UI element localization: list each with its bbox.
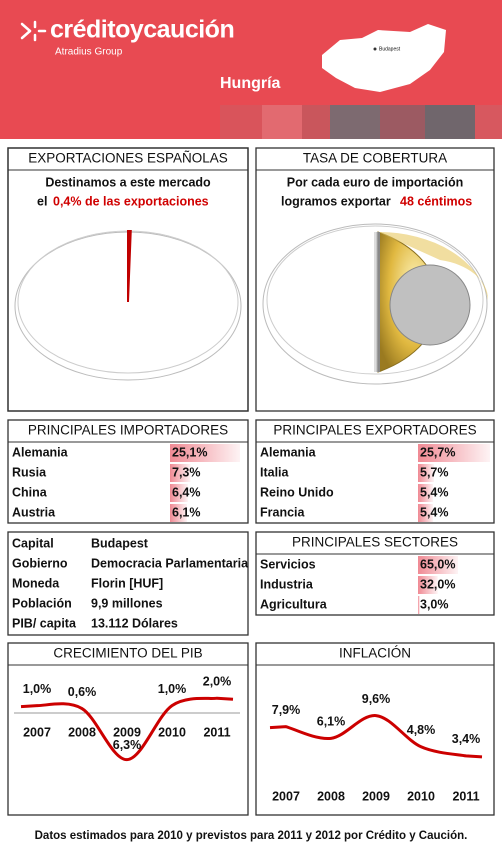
value-label: 1,0% [23, 682, 52, 696]
panel [7, 531, 249, 636]
capital-marker: Budapest [379, 46, 401, 52]
panel-title: PRINCIPALES SECTORES [292, 535, 458, 550]
value-label: 5,7% [420, 465, 449, 479]
table-key: PIB/ capita [12, 616, 77, 630]
panel [255, 419, 495, 524]
value-label: 7,9% [272, 703, 301, 717]
bar [418, 556, 458, 574]
coverage-highlight: 48 céntimos [400, 194, 472, 208]
footer: Datos estimados para 2010 y previstos pa… [35, 830, 468, 842]
country: Hungría [220, 75, 281, 92]
value-label: 65,0% [420, 557, 455, 571]
category-label: Servicios [260, 557, 316, 571]
value-label: 3,4% [452, 732, 481, 746]
bar [418, 576, 438, 594]
country-map [322, 24, 446, 92]
category-label: Reino Unido [260, 485, 334, 499]
category-label: China [12, 485, 48, 499]
bar [170, 444, 240, 462]
value-label: 6,3% [113, 738, 142, 752]
panel [255, 642, 495, 816]
x-tick-label: 2010 [158, 725, 186, 739]
value-label: 7,3% [172, 465, 201, 479]
category-label: Alemania [260, 445, 317, 459]
bar [418, 464, 434, 482]
x-tick-label: 2007 [23, 725, 51, 739]
value-label: 5,4% [420, 505, 449, 519]
panel [255, 531, 495, 616]
table-key: Capital [12, 536, 54, 550]
table-key: Moneda [12, 576, 60, 590]
x-tick-label: 2008 [317, 789, 345, 803]
panel-title: PRINCIPALES IMPORTADORES [28, 423, 228, 438]
value-label: 6,1% [172, 505, 201, 519]
table-value: Budapest [91, 536, 149, 550]
x-tick-label: 2009 [113, 725, 141, 739]
panel-title: CRECIMIENTO DEL PIB [53, 646, 202, 661]
bar [418, 444, 490, 462]
coverage-text: Por cada euro de importación [287, 175, 463, 189]
coin-illustration [262, 223, 489, 385]
x-tick-label: 2009 [362, 789, 390, 803]
panel-title: TASA DE COBERTURA [303, 151, 447, 166]
table-value: 13.112 Dólares [91, 616, 178, 630]
category-label: Francia [260, 505, 306, 519]
line-series [20, 696, 234, 762]
bar [418, 484, 434, 502]
table-value: Democracia Parlamentaria [91, 556, 249, 570]
panel-title: INFLACIÓN [339, 646, 411, 661]
x-tick-label: 2010 [407, 789, 435, 803]
table-value: Florin [HUF] [91, 576, 163, 590]
x-tick-label: 2011 [203, 725, 230, 739]
value-label: 1,0% [158, 682, 187, 696]
value-label: 5,4% [420, 485, 449, 499]
value-label: 32,0% [420, 577, 455, 591]
value-label: 9,6% [362, 692, 391, 706]
bar [418, 504, 434, 522]
capital-dot [373, 47, 377, 51]
brand-group: Atradius Group [55, 47, 123, 58]
value-label: 6,4% [172, 485, 201, 499]
pie-text: Destinamos a este mercado [45, 175, 211, 189]
table-value: 9,9 millones [91, 596, 163, 610]
panel [7, 642, 249, 816]
x-tick-label: 2007 [272, 789, 300, 803]
panel-title: PRINCIPALES EXPORTADORES [273, 423, 476, 438]
value-label: 25,1% [172, 445, 207, 459]
category-label: Italia [260, 465, 290, 479]
x-tick-label: 2011 [452, 789, 479, 803]
panel-title: EXPORTACIONES ESPAÑOLAS [28, 151, 228, 166]
category-label: Agricultura [260, 597, 328, 611]
bar [170, 504, 188, 522]
value-label: 4,8% [407, 723, 436, 737]
value-label: 2,0% [203, 674, 232, 688]
category-label: Alemania [12, 445, 69, 459]
pie-label: 0,4% de las exportaciones [53, 194, 209, 208]
value-label: 3,0% [420, 597, 449, 611]
bar [170, 484, 188, 502]
line-series [269, 714, 483, 759]
logo-icon [20, 20, 47, 42]
brand: créditoycaución [50, 16, 234, 44]
category-label: Rusia [12, 465, 47, 479]
panel [7, 147, 249, 412]
panel [7, 419, 249, 524]
value-label: 6,1% [317, 715, 346, 729]
pie-slice [127, 229, 132, 303]
table-key: Gobierno [12, 556, 68, 570]
value-label: 25,7% [420, 445, 455, 459]
category-label: Austria [12, 505, 56, 519]
coverage-text: logramos exportar [281, 194, 391, 208]
pie-text: el [37, 194, 47, 208]
bar [418, 596, 420, 614]
table-key: Población [12, 596, 72, 610]
x-tick-label: 2008 [68, 725, 96, 739]
value-label: 0,6% [68, 685, 97, 699]
bar [170, 464, 191, 482]
category-label: Industria [260, 577, 314, 591]
decor-strip [220, 105, 502, 139]
